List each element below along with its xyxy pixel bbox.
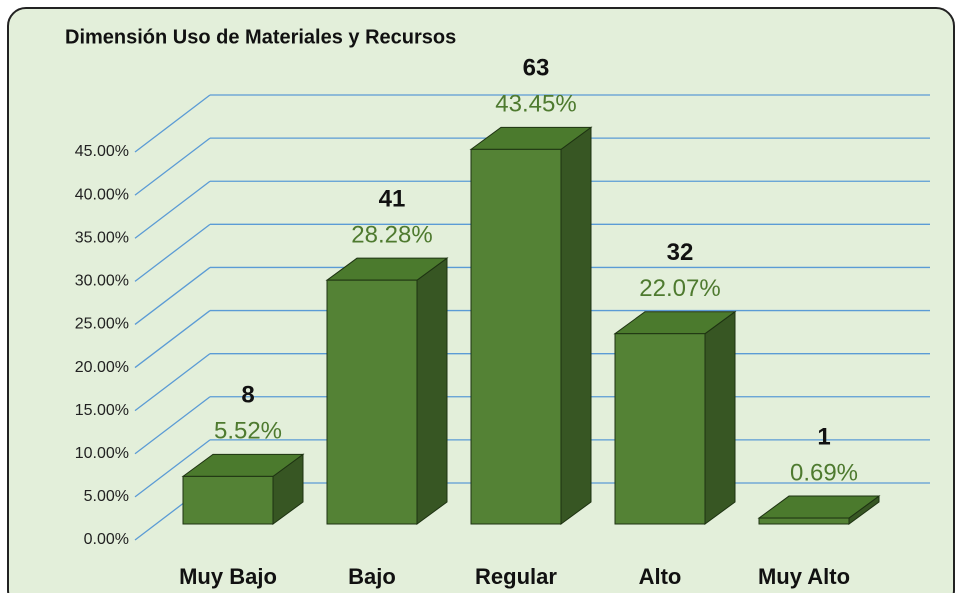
value-label: 28.28%	[351, 222, 432, 249]
y-tick-label: 35.00%	[75, 229, 129, 246]
grid-line	[134, 180, 211, 239]
y-tick-label: 40.00%	[75, 186, 129, 203]
grid-line	[134, 310, 211, 369]
bar-side	[560, 126, 592, 525]
grid-line	[134, 223, 211, 282]
x-tick-label: Regular	[475, 564, 557, 589]
count-label: 32	[667, 239, 694, 266]
count-label: 41	[379, 186, 406, 213]
bar	[470, 148, 562, 525]
y-tick-label: 15.00%	[75, 402, 129, 419]
value-label: 43.45%	[495, 91, 576, 118]
y-tick-label: 20.00%	[75, 359, 129, 376]
grid-line	[134, 137, 211, 196]
x-tick-label: Muy Alto	[758, 564, 850, 589]
grid-line	[134, 353, 211, 412]
chart-title: Dimensión Uso de Materiales y Recursos	[65, 26, 456, 48]
y-tick-label: 10.00%	[75, 445, 129, 462]
x-tick-label: Bajo	[348, 564, 396, 589]
y-tick-label: 0.00%	[84, 531, 129, 548]
grid-line	[134, 396, 211, 455]
grid-line	[134, 266, 211, 325]
value-label: 0.69%	[790, 459, 858, 486]
value-label: 22.07%	[639, 275, 720, 302]
count-label: 8	[241, 382, 254, 409]
x-tick-label: Muy Bajo	[179, 564, 277, 589]
bar	[326, 279, 418, 525]
x-tick-label: Alto	[639, 564, 682, 589]
count-label: 1	[817, 423, 830, 450]
y-tick-label: 45.00%	[75, 143, 129, 160]
grid-line	[134, 94, 211, 153]
grid-line	[134, 439, 211, 498]
y-tick-label: 30.00%	[75, 273, 129, 290]
bar	[614, 333, 706, 525]
count-label: 63	[523, 55, 550, 82]
bar-side	[704, 310, 736, 525]
y-tick-label: 25.00%	[75, 316, 129, 333]
y-tick-label: 5.00%	[84, 488, 129, 505]
bar-side	[416, 257, 448, 525]
value-label: 5.52%	[214, 418, 282, 445]
bar	[758, 517, 850, 525]
bar	[182, 475, 274, 525]
